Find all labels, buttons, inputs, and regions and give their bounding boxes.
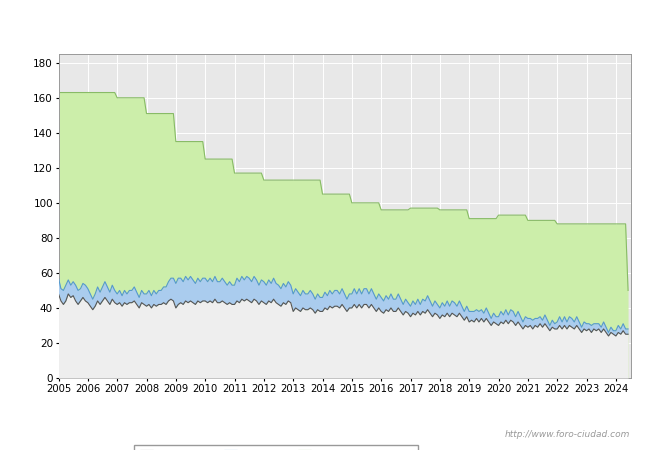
Text: http://www.foro-ciudad.com: http://www.foro-ciudad.com	[505, 430, 630, 439]
Legend: Ocupados, Parados, Hab. entre 16-64: Ocupados, Parados, Hab. entre 16-64	[134, 445, 417, 450]
Text: Olmillos de Castro - Evolucion de la poblacion en edad de Trabajar Mayo de 2024: Olmillos de Castro - Evolucion de la pob…	[65, 14, 585, 27]
